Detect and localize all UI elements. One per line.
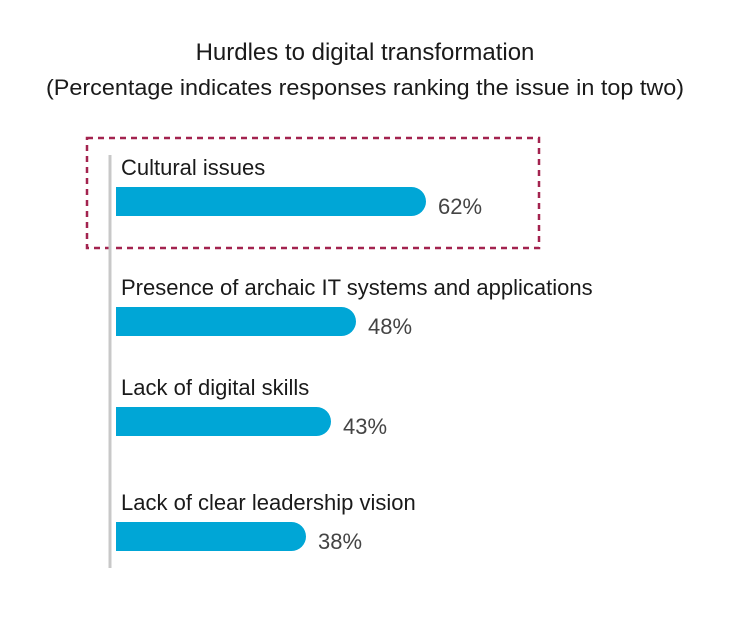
category-label-lack-of-digital-skills: Lack of digital skills (121, 375, 309, 400)
bar-lack-of-clear-leadership-vision (116, 522, 306, 551)
value-label-presence-of-archaic-it-systems-and-applications: 48% (368, 314, 412, 339)
bar-lack-of-digital-skills (116, 407, 331, 436)
chart-title: Hurdles to digital transformation (196, 39, 535, 66)
category-label-lack-of-clear-leadership-vision: Lack of clear leadership vision (121, 490, 416, 515)
chart-subtitle: (Percentage indicates responses ranking … (46, 75, 684, 100)
value-label-cultural-issues: 62% (438, 194, 482, 219)
bar-presence-of-archaic-it-systems-and-applications (116, 307, 356, 336)
highlight-box (85, 136, 541, 250)
category-label-presence-of-archaic-it-systems-and-applications: Presence of archaic IT systems and appli… (121, 275, 593, 300)
bar-cultural-issues (116, 187, 426, 216)
value-label-lack-of-digital-skills: 43% (343, 414, 387, 439)
chart-marks: Cultural issues 62% Presence of archaic IT… (116, 155, 593, 554)
category-label-cultural-issues: Cultural issues (121, 155, 265, 180)
value-label-lack-of-clear-leadership-vision: 38% (318, 529, 362, 554)
